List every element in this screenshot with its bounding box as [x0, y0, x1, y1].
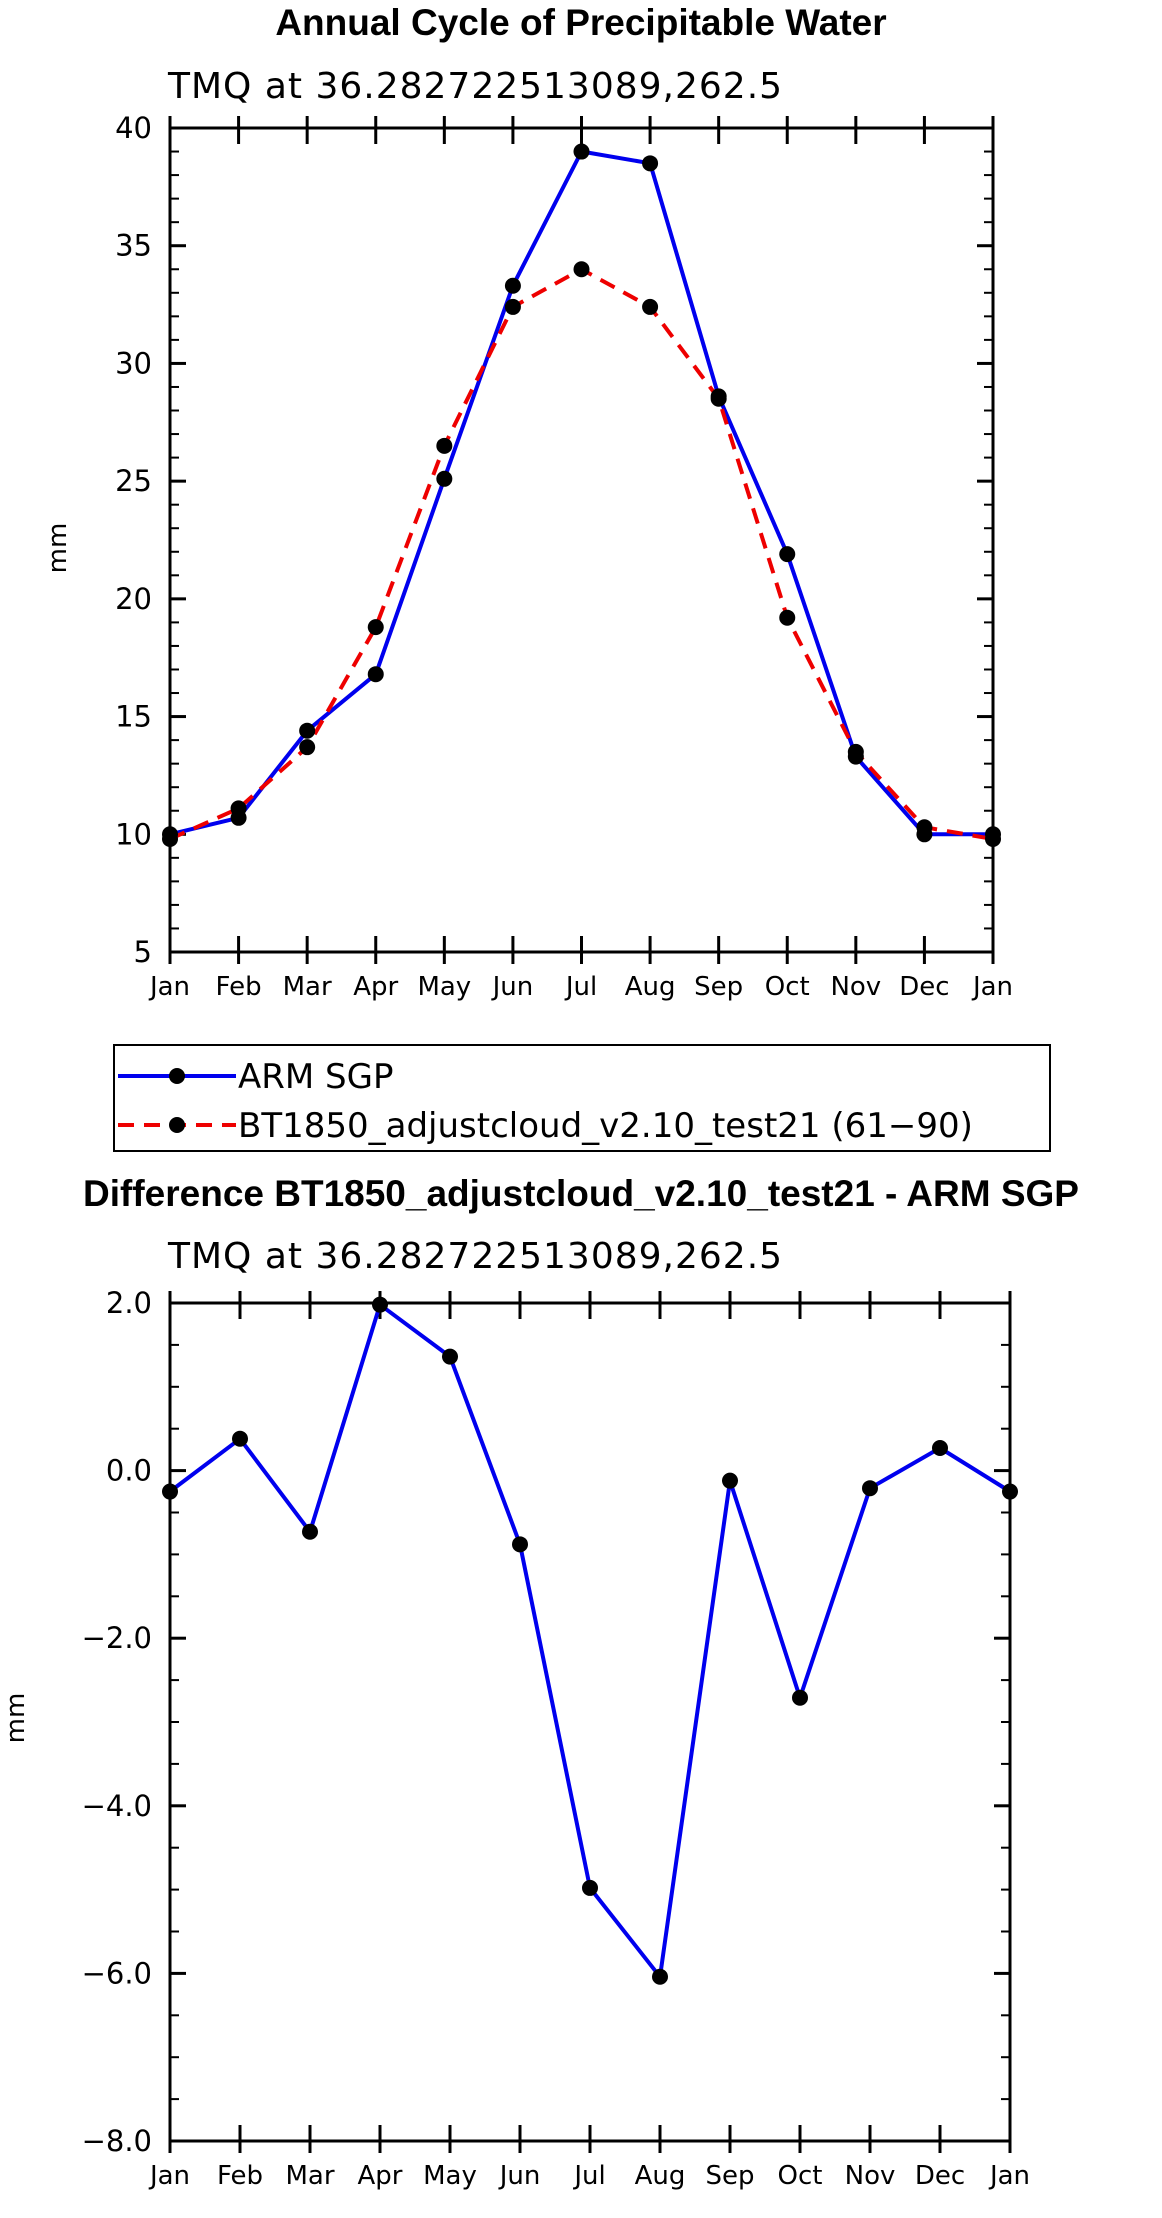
x-tick-label: May: [417, 972, 471, 1002]
y-tick-label: 10: [115, 817, 152, 851]
data-point-series-1: [642, 298, 659, 315]
x-tick-label: Jan: [148, 2161, 190, 2191]
legend-marker-arm-sgp: [169, 1068, 185, 1084]
x-tick-label: Dec: [915, 2161, 965, 2191]
plot-frame: [168, 1301, 1012, 2143]
data-point-series-1: [230, 800, 247, 817]
data-point-series-1: [985, 830, 1001, 847]
legend-label-bt1850: BT1850_adjustcloud_v2.10_test21 (61−90): [238, 1106, 973, 1146]
x-tick-label: Aug: [625, 972, 676, 1002]
data-point-series-0: [642, 155, 659, 172]
data-point-series-0: [436, 470, 453, 487]
chart-marks: 5 10 15 20 25 30 35 40 Jan Feb Mar Apr May Jun Jul Aug S…: [115, 111, 1013, 1002]
y-tick-label: 15: [115, 700, 152, 734]
data-point-series-0: [299, 722, 316, 739]
data-point-series-1: [436, 437, 453, 454]
y-tick-label: 25: [115, 464, 152, 498]
data-point-series-0: [792, 1689, 808, 1706]
legend-marker-bt1850: [169, 1117, 185, 1133]
data-point-series-1: [299, 739, 316, 756]
data-point-series-0: [722, 1472, 738, 1489]
y-axis-label: mm: [43, 523, 73, 574]
x-tick-label: Jun: [491, 972, 534, 1002]
data-point-series-1: [573, 261, 590, 278]
plot-frame: [168, 126, 995, 954]
data-point-series-0: [162, 1483, 178, 1500]
data-point-series-0: [582, 1879, 598, 1896]
chart-marks: −8.0 −6.0 −4.0 −2.0 0.0 2.0 Jan Feb Mar Apr May Jun…: [82, 1286, 1030, 2191]
x-tick-label: Nov: [830, 972, 881, 1002]
x-tick-label: Jun: [498, 2161, 541, 2191]
x-tick-label: Feb: [216, 972, 262, 1002]
x-tick-label: Mar: [283, 972, 332, 1002]
data-point-series-0: [442, 1348, 458, 1365]
data-point-series-0: [302, 1523, 318, 1540]
x-tick-label: Sep: [694, 972, 743, 1002]
x-tick-label: Dec: [899, 972, 949, 1002]
data-point-series-1: [916, 819, 933, 836]
x-tick-label: May: [423, 2161, 477, 2191]
x-tick-label: Feb: [217, 2161, 263, 2191]
data-point-series-1: [847, 743, 864, 760]
x-tick-label: Jul: [572, 2161, 605, 2191]
difference-chart: Difference BT1850_adjustcloud_v2.10_test…: [1, 1173, 1079, 2191]
x-tick-label: Apr: [358, 2161, 403, 2191]
data-point-series-0: [862, 1480, 878, 1497]
y-tick-label: 5: [134, 935, 152, 969]
chart-subtitle: TMQ at 36.282722513089,262.5: [167, 66, 783, 107]
y-tick-label: 40: [115, 111, 152, 145]
series-line-1: [169, 267, 994, 841]
x-tick-label: Nov: [845, 2161, 896, 2191]
chart-title: Annual Cycle of Precipitable Water: [275, 2, 886, 43]
x-tick-label: Oct: [778, 2161, 823, 2191]
x-tick-label: Apr: [353, 972, 398, 1002]
data-point-series-1: [779, 609, 796, 626]
x-tick-label: Mar: [285, 2161, 334, 2191]
data-point-series-1: [367, 619, 384, 636]
x-tick-label: Jan: [971, 972, 1013, 1002]
legend-box: [113, 1044, 1051, 1152]
series-line-0: [169, 149, 993, 837]
data-point-series-0: [652, 1968, 668, 1985]
legend-label-arm-sgp: ARM SGP: [238, 1057, 393, 1097]
y-tick-label: 2.0: [106, 1286, 152, 1320]
y-tick-label: −4.0: [82, 1789, 152, 1823]
data-point-series-0: [1002, 1483, 1018, 1500]
y-tick-label: 0.0: [106, 1454, 152, 1488]
y-tick-label: −2.0: [82, 1621, 152, 1655]
data-point-series-0: [232, 1430, 248, 1447]
data-point-series-0: [512, 1536, 528, 1553]
data-point-series-0: [504, 277, 521, 294]
data-point-series-0: [367, 666, 384, 683]
chart-subtitle: TMQ at 36.282722513089,262.5: [167, 1236, 783, 1277]
x-tick-label: Aug: [635, 2161, 686, 2191]
data-point-series-0: [573, 143, 590, 160]
y-tick-label: 30: [115, 346, 152, 380]
chart-title: Difference BT1850_adjustcloud_v2.10_test…: [83, 1173, 1079, 1214]
annual-cycle-chart: Annual Cycle of Precipitable Water TMQ a…: [43, 2, 1013, 1002]
x-tick-label: Oct: [765, 972, 810, 1002]
y-tick-label: 35: [115, 229, 152, 263]
data-point-series-1: [710, 390, 727, 407]
x-tick-label: Sep: [705, 2161, 754, 2191]
data-point-series-0: [372, 1296, 388, 1313]
y-tick-label: −6.0: [82, 1956, 152, 1990]
data-point-series-0: [779, 546, 796, 563]
x-tick-label: Jan: [148, 972, 190, 1002]
series-line-0: [168, 1302, 1012, 1979]
y-axis-label: mm: [1, 1693, 31, 1744]
x-tick-label: Jan: [988, 2161, 1030, 2191]
data-point-series-1: [504, 298, 521, 315]
y-tick-label: 20: [115, 582, 152, 616]
data-point-series-0: [932, 1439, 948, 1456]
y-tick-label: −8.0: [82, 2124, 152, 2158]
legend: ARM SGP BT1850_adjustcloud_v2.10_test21 …: [113, 1044, 1051, 1152]
data-point-series-1: [162, 830, 178, 847]
x-tick-label: Jul: [564, 972, 597, 1002]
